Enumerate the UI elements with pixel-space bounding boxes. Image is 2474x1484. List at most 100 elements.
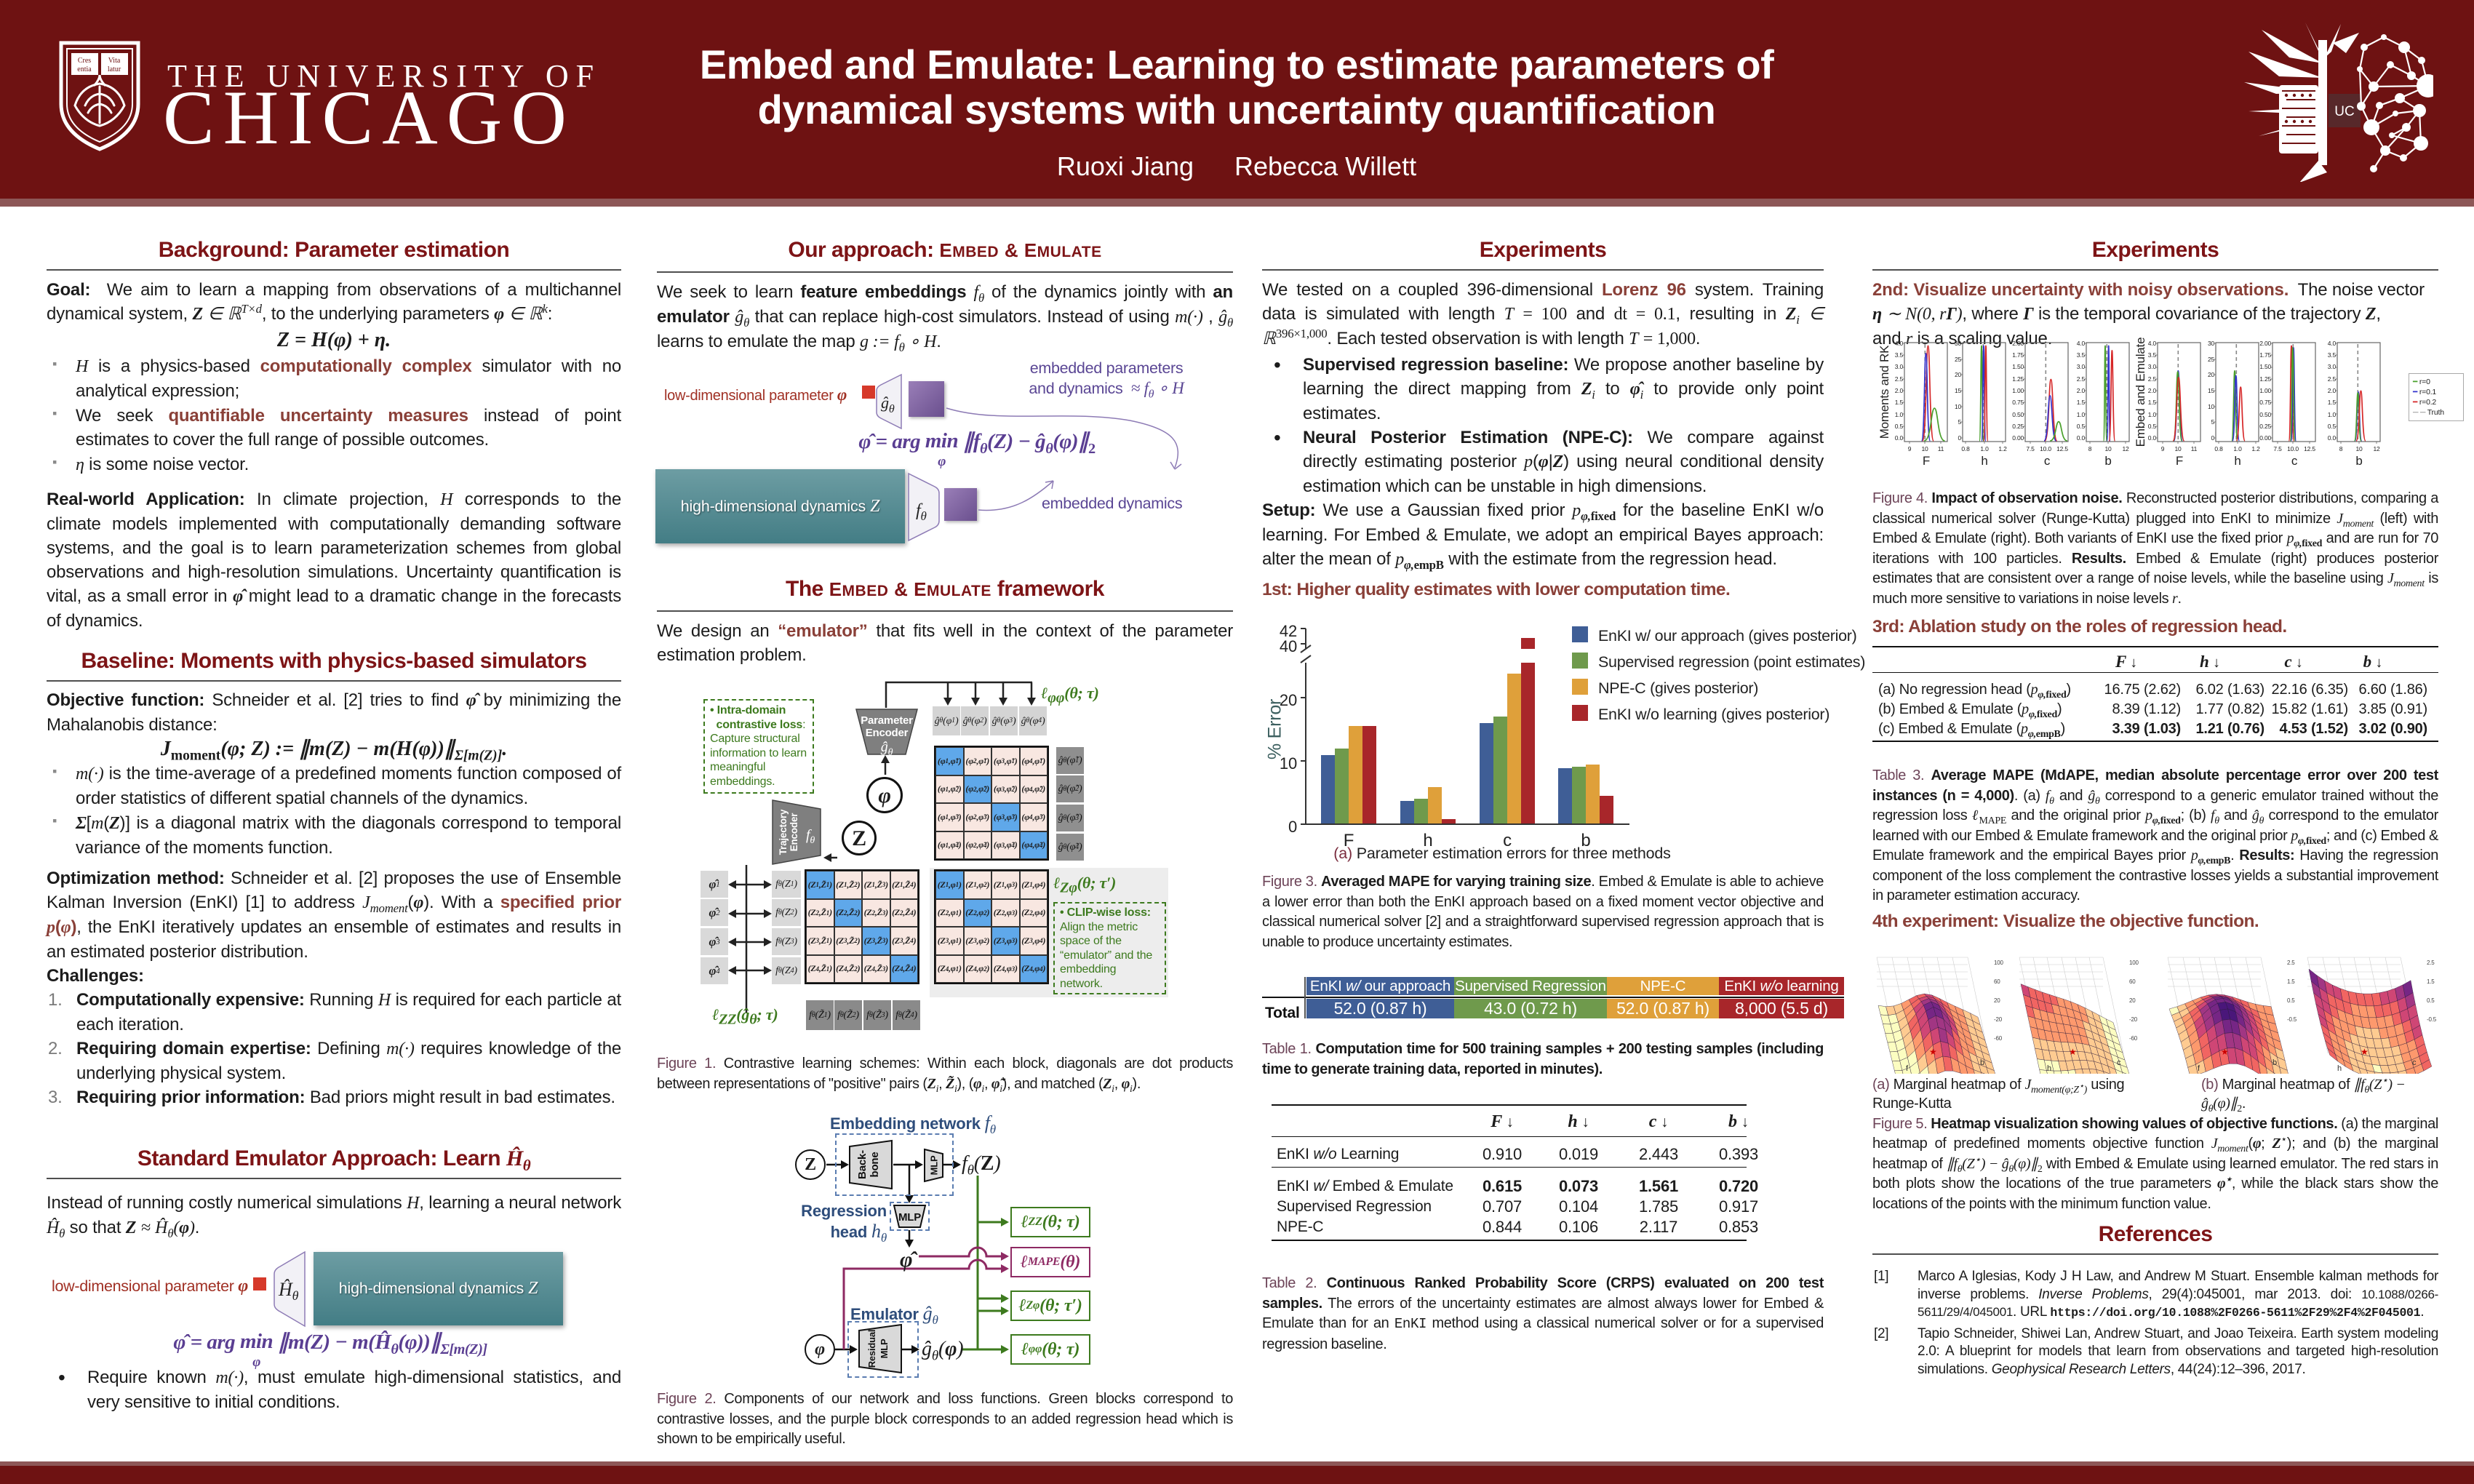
svg-text:-0.5: -0.5 <box>2287 1016 2297 1023</box>
svg-text:25: 25 <box>1955 356 1962 363</box>
svg-text:20: 20 <box>2208 371 2215 378</box>
svg-text:1.25: 1.25 <box>2012 375 2024 383</box>
svg-text:20: 20 <box>1994 997 2000 1004</box>
svg-text:F: F <box>1923 454 1930 468</box>
svg-text:3.0: 3.0 <box>2328 363 2337 370</box>
svg-text:c: c <box>2291 454 2298 468</box>
svg-text:1.50: 1.50 <box>2012 363 2024 370</box>
svg-text:3.0: 3.0 <box>1895 363 1904 370</box>
svg-text:b: b <box>2273 1058 2277 1067</box>
svg-text:1.50: 1.50 <box>2259 363 2271 370</box>
svg-text:1.5: 1.5 <box>2328 399 2337 406</box>
svg-text:60: 60 <box>2129 978 2136 985</box>
svg-text:0.25: 0.25 <box>2259 423 2271 430</box>
svg-text:-0.5: -0.5 <box>2427 1016 2437 1023</box>
svg-text:0.5: 0.5 <box>2328 423 2337 430</box>
svg-text:-20: -20 <box>1994 1016 2003 1023</box>
svg-text:2.0: 2.0 <box>1895 387 1904 394</box>
svg-text:0.0: 0.0 <box>1895 434 1904 442</box>
svg-text:Encoder: Encoder <box>866 727 909 739</box>
svg-text:0.5: 0.5 <box>2077 423 2086 430</box>
svg-text:★: ★ <box>1929 1047 1937 1057</box>
svg-text:12.5: 12.5 <box>2056 445 2068 452</box>
svg-text:c: c <box>2412 1058 2417 1067</box>
svg-text:0.0: 0.0 <box>2077 434 2086 442</box>
svg-text:10.0: 10.0 <box>2287 445 2299 452</box>
svg-text:10: 10 <box>1955 403 1962 410</box>
svg-text:Residual: Residual <box>866 1330 877 1368</box>
svg-text:20: 20 <box>1955 371 1962 378</box>
svg-text:THE UNIVERSITY OF: THE UNIVERSITY OF <box>167 58 601 94</box>
svg-text:0: 0 <box>2211 434 2214 442</box>
svg-text:100: 100 <box>1994 960 2003 966</box>
svg-text:10: 10 <box>2208 403 2215 410</box>
svg-text:-60: -60 <box>2129 1035 2138 1042</box>
svg-text:3.5: 3.5 <box>1895 351 1904 359</box>
svg-text:1.0: 1.0 <box>1980 445 1989 452</box>
svg-text:-20: -20 <box>2129 1016 2138 1023</box>
svg-text:12.5: 12.5 <box>2304 445 2315 452</box>
svg-text:1.0: 1.0 <box>1895 411 1904 418</box>
svg-text:h: h <box>2047 1064 2051 1073</box>
svg-text:1.0: 1.0 <box>2077 411 2086 418</box>
svg-text:2.5: 2.5 <box>2148 375 2157 383</box>
svg-text:Parameter: Parameter <box>861 714 913 727</box>
svg-text:2.5: 2.5 <box>1895 375 1904 383</box>
svg-text:CHICAGO: CHICAGO <box>163 75 575 160</box>
svg-text:2.5: 2.5 <box>2077 375 2086 383</box>
svg-text:1.75: 1.75 <box>2012 351 2024 359</box>
svg-text:10.0: 10.0 <box>2040 445 2051 452</box>
svg-text:c: c <box>2044 454 2051 468</box>
svg-text:0.5: 0.5 <box>2148 423 2157 430</box>
svg-text:Back-: Back- <box>856 1150 869 1179</box>
svg-text:b: b <box>1980 1058 1984 1067</box>
svg-text:Encoder: Encoder <box>789 813 799 852</box>
svg-text:0.5: 0.5 <box>2427 997 2435 1004</box>
svg-text:1.2: 1.2 <box>2251 445 2260 452</box>
svg-text:1.00: 1.00 <box>2012 387 2024 394</box>
svg-text:60: 60 <box>1994 978 2000 985</box>
svg-text:3.5: 3.5 <box>2148 351 2157 359</box>
svg-text:1.00: 1.00 <box>2259 387 2271 394</box>
svg-text:1.2: 1.2 <box>1998 445 2007 452</box>
svg-text:1.5: 1.5 <box>2287 978 2295 985</box>
svg-text:4.0: 4.0 <box>2328 341 2337 347</box>
svg-text:2.0: 2.0 <box>2148 387 2157 394</box>
svg-text:★: ★ <box>2221 1047 2229 1057</box>
svg-text:30: 30 <box>2208 341 2215 347</box>
svg-text:2.0: 2.0 <box>2328 387 2337 394</box>
svg-text:2.5: 2.5 <box>2427 960 2435 966</box>
svg-text:4.0: 4.0 <box>1895 341 1904 347</box>
svg-text:1.5: 1.5 <box>2427 978 2435 985</box>
svg-text:Vita: Vita <box>108 57 121 65</box>
svg-text:11: 11 <box>2191 445 2198 452</box>
svg-text:10: 10 <box>2104 445 2112 452</box>
svg-text:h: h <box>2337 1064 2342 1073</box>
svg-text:h: h <box>1981 454 1987 468</box>
svg-text:2.5: 2.5 <box>2328 375 2337 383</box>
svg-text:3.5: 3.5 <box>2328 351 2337 359</box>
svg-text:★: ★ <box>2069 1047 2077 1057</box>
svg-text:0.8: 0.8 <box>2214 445 2223 452</box>
svg-text:0.5: 0.5 <box>2287 997 2295 1004</box>
svg-text:f: f <box>1906 1064 1909 1073</box>
svg-text:1.0: 1.0 <box>2148 411 2157 418</box>
svg-text:5: 5 <box>2211 418 2214 426</box>
svg-text:2.00: 2.00 <box>2012 341 2024 347</box>
svg-text:10: 10 <box>1921 445 1928 452</box>
svg-text:3.5: 3.5 <box>2077 351 2086 359</box>
svg-text:Trajectory: Trajectory <box>778 809 789 855</box>
svg-text:0.0: 0.0 <box>2148 434 2157 442</box>
svg-text:8: 8 <box>2339 445 2343 452</box>
svg-text:100: 100 <box>2129 960 2139 966</box>
svg-text:7.5: 7.5 <box>2026 445 2035 452</box>
svg-text:0.0: 0.0 <box>2328 434 2337 442</box>
svg-text:0.75: 0.75 <box>2012 399 2024 406</box>
svg-text:b: b <box>2104 454 2111 468</box>
svg-text:1.75: 1.75 <box>2259 351 2271 359</box>
svg-text:0.00: 0.00 <box>2012 434 2024 442</box>
svg-text:b: b <box>2355 454 2362 468</box>
svg-text:9: 9 <box>2161 445 2165 452</box>
svg-text:1.5: 1.5 <box>2077 399 2086 406</box>
svg-text:0.8: 0.8 <box>1961 445 1970 452</box>
